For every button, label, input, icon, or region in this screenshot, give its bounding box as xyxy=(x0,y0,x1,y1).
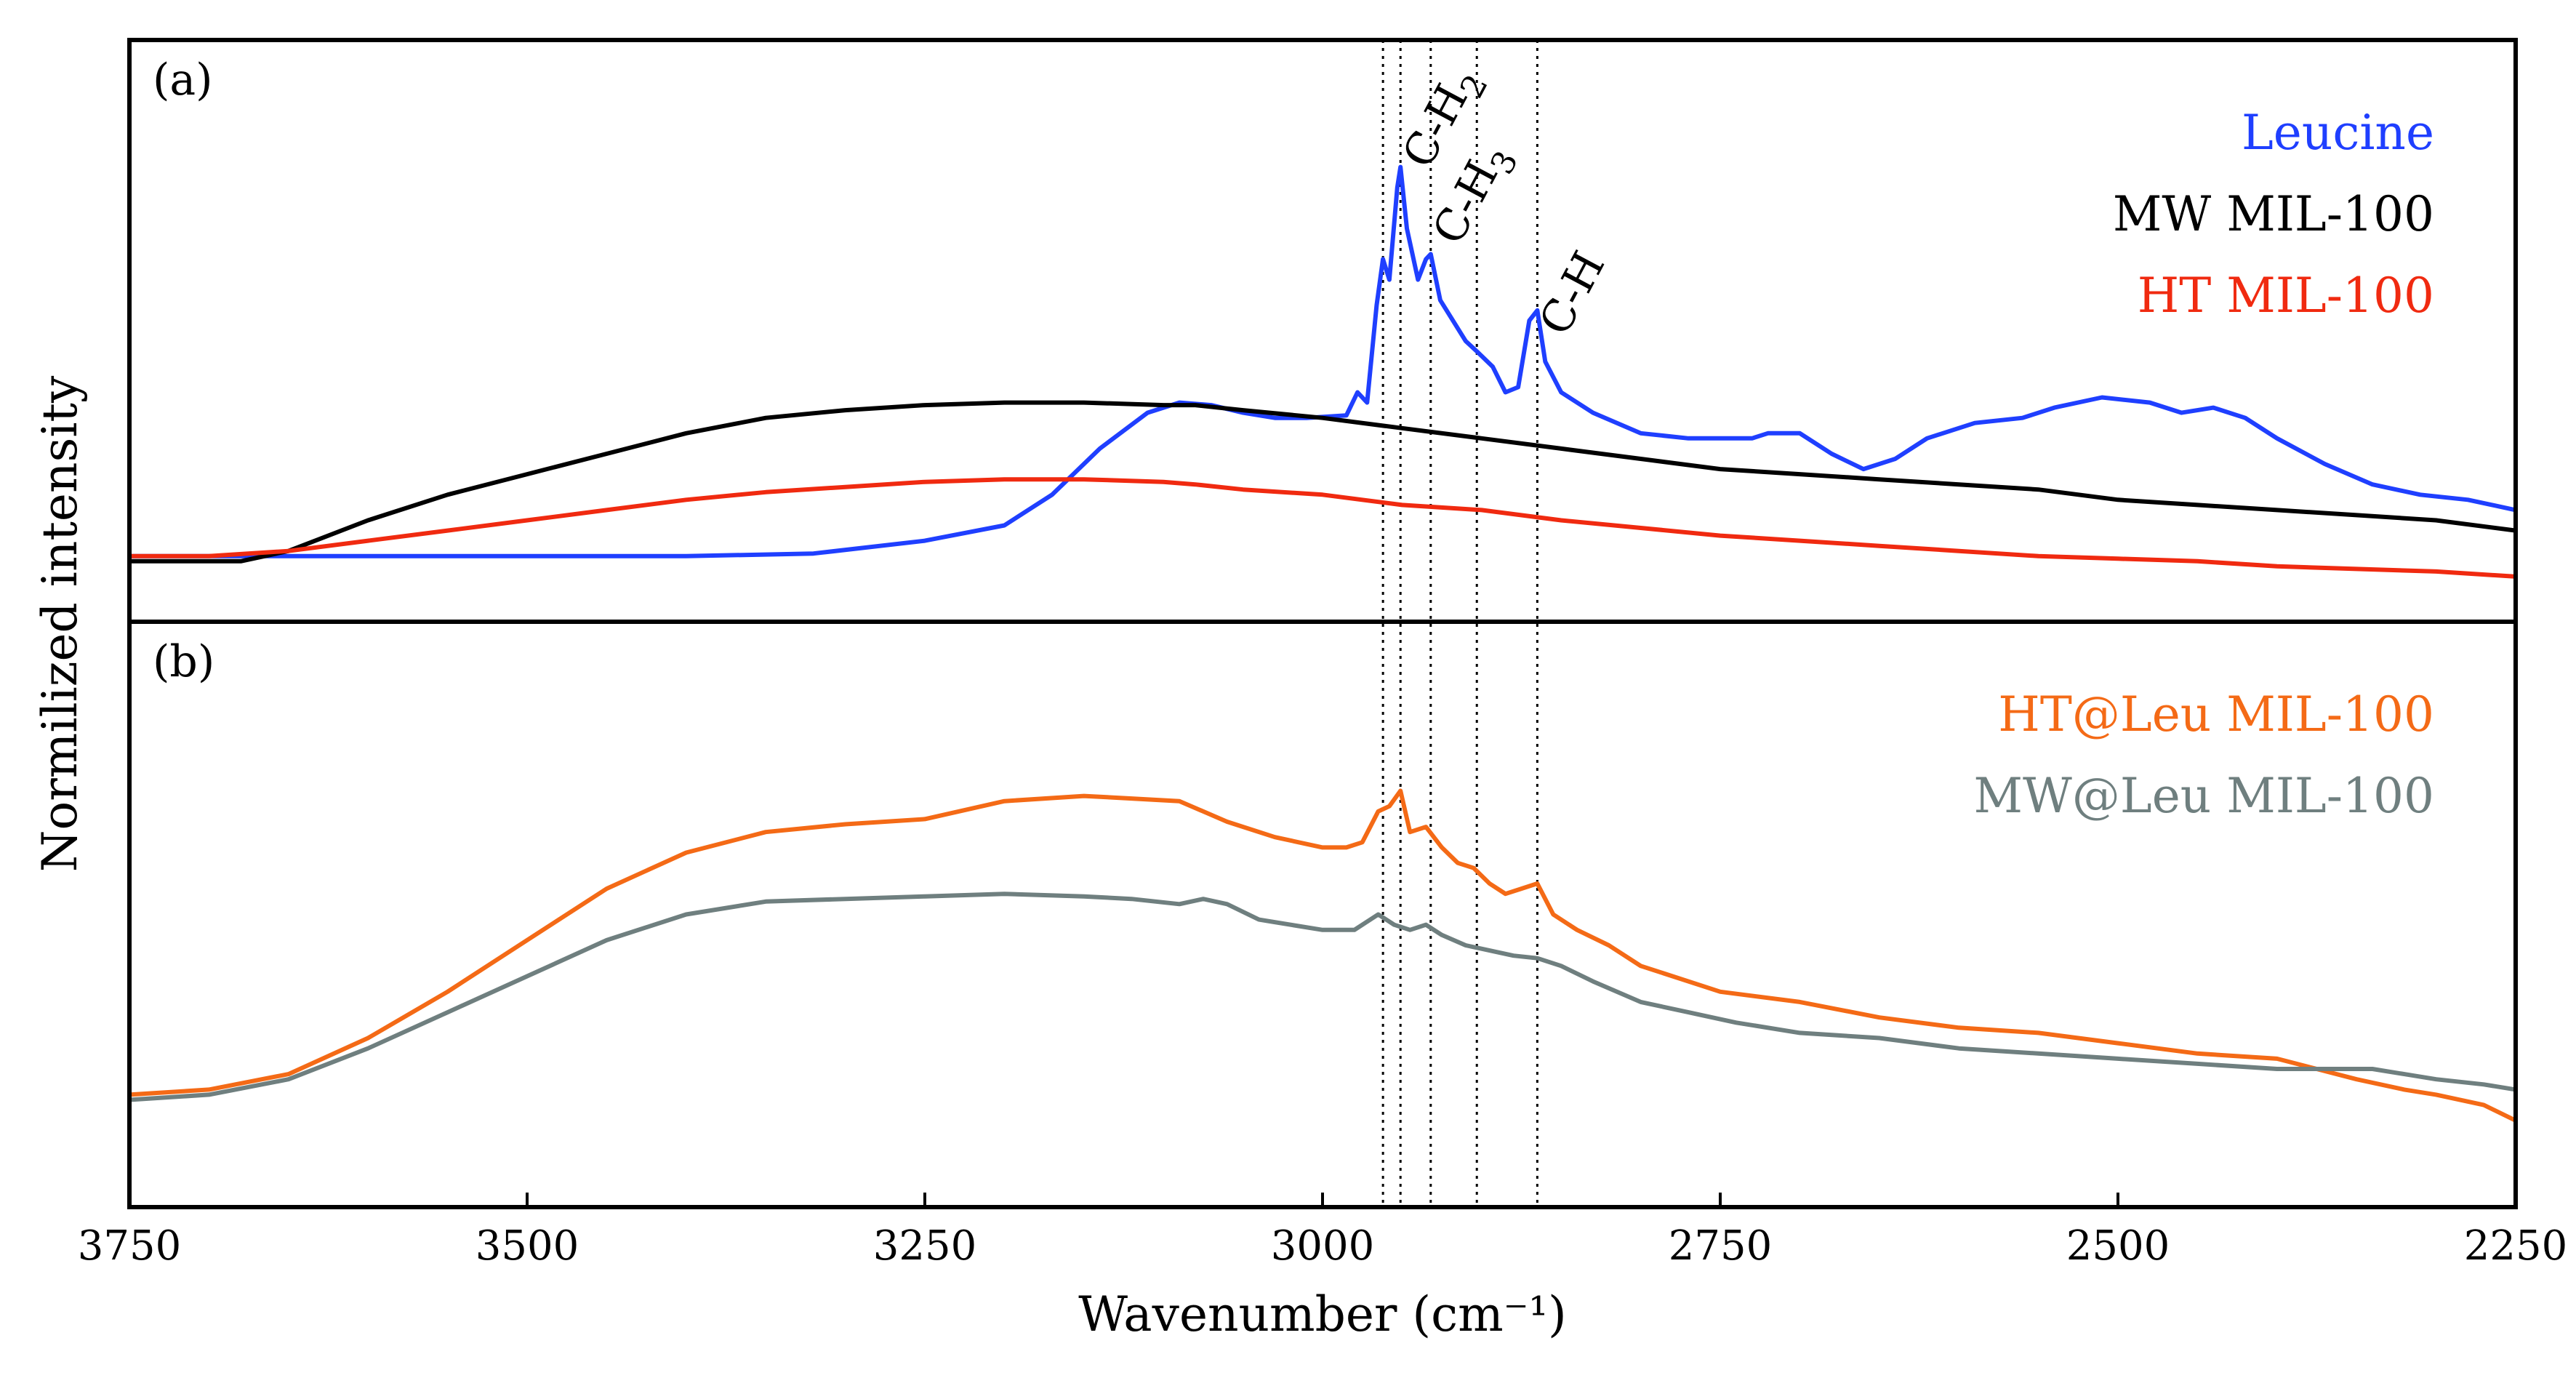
x-tick-label-1: 3500 xyxy=(476,1222,579,1270)
x-tick-label-4: 2750 xyxy=(1669,1222,1773,1270)
x-tick-label-3: 3000 xyxy=(1271,1222,1375,1270)
x-tick-label-2: 3250 xyxy=(873,1222,977,1270)
chart-labels: (a) Leucine MW MIL-100 HT MIL-100 (b) HT@Leu … xyxy=(32,55,2434,1342)
panel-label-b: (b) xyxy=(153,636,214,687)
x-tick-label-6: 2250 xyxy=(2464,1222,2568,1270)
x-ticks: 3750 3500 3250 3000 2750 2500 2250 xyxy=(78,1193,2568,1270)
x-axis-title: Wavenumber (cm⁻¹) xyxy=(1078,1286,1567,1342)
legend-entry-a-0: Leucine xyxy=(2242,105,2434,161)
legend-entry-b-0: HT@Leu MIL-100 xyxy=(1998,686,2434,742)
series-line-b-1 xyxy=(129,892,2516,1102)
panel-b-series xyxy=(129,788,2517,1123)
panel-label-a: (a) xyxy=(153,55,213,105)
x-tick-label-0: 3750 xyxy=(78,1222,182,1270)
series-line-b-0 xyxy=(129,788,2517,1123)
legend-entry-b-1: MW@Leu MIL-100 xyxy=(1973,768,2434,824)
annotation-2: C-H xyxy=(1530,244,1615,344)
legend-entry-a-2: HT MIL-100 xyxy=(2138,268,2434,324)
series-line-a-2 xyxy=(129,477,2516,579)
x-tick-label-5: 2500 xyxy=(2066,1222,2170,1270)
legend-entry-a-1: MW MIL-100 xyxy=(2113,186,2434,242)
panel-a-series xyxy=(129,164,2516,579)
y-axis-title: Normilized intensity xyxy=(32,375,88,872)
series-line-a-1 xyxy=(129,400,2516,564)
reference-lines xyxy=(1381,40,1538,1207)
